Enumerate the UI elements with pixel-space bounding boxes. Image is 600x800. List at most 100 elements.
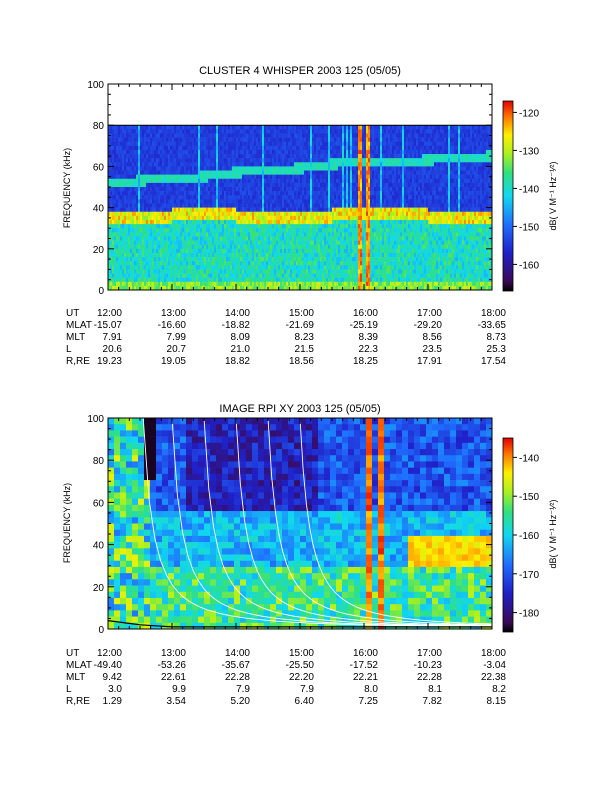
spectrogram-cell [212,191,215,196]
spectrogram-cell [302,141,305,147]
spectrogram-cell [110,224,113,229]
spectrogram-cell [218,191,221,196]
spectrogram-cell [222,261,225,266]
spectrogram-cell [250,257,253,262]
spectrogram-cell [236,207,239,213]
spectrogram-cell [110,211,113,217]
spectrogram-cell [282,141,285,147]
spectrogram-cell [142,261,145,266]
spectrogram-cell [162,277,165,283]
spectrogram-cell [138,178,141,184]
spectrogram-cell [312,158,315,163]
spectrogram-cell [196,273,199,278]
spectrogram-cell [140,137,143,142]
spectrogram-cell [116,273,119,278]
spectrogram-cell [308,178,311,184]
spectrogram-cell [152,207,155,213]
spectrogram-cell [164,277,167,283]
spectrogram-cell [186,261,189,266]
spectrogram-cell [114,149,117,155]
spectrogram-cell [282,244,285,250]
spectrogram-cell [286,277,289,283]
spectrogram-cell [282,203,285,208]
spectrogram-cell [118,219,121,225]
spectrogram-cell [288,228,291,233]
spectrogram-cell [226,273,229,278]
spectrogram-cell [338,248,341,254]
spectrogram-cell [200,232,203,237]
spectrogram-cell [162,224,165,229]
spectrogram-cell [196,232,199,237]
spectrogram-cell [352,211,355,217]
spectrogram-cell [196,199,199,204]
spectrogram-cell [162,141,165,147]
spectrogram-cell [158,137,161,142]
spectrogram-cell [274,191,277,196]
spectrogram-cell [144,145,147,151]
spectrogram-cell [258,166,261,171]
spectrogram-cell [238,236,241,241]
spectrogram-cell [322,269,325,274]
spectrogram-cell [294,244,297,250]
spectrogram-cell [164,182,167,188]
spectrogram-cell [262,228,265,233]
spectrogram-cell [254,162,257,167]
spectrogram-cell [298,125,301,130]
spectrogram-cell [320,145,323,151]
spectrogram-cell [268,219,271,225]
spectrogram-cell [342,277,345,283]
spectrogram-cell [114,269,117,274]
spectrogram-cell [124,215,127,221]
spectrogram-cell [114,228,117,233]
spectrogram-cell [186,199,189,204]
spectrogram-cell [164,203,167,208]
spectrogram-cell [170,248,173,254]
spectrogram-cell [218,187,221,192]
spectrogram-cell [136,195,139,200]
spectrogram-cell [244,211,247,217]
spectrogram-cell [272,191,275,196]
spectrogram-cell [118,265,121,270]
spectrogram-cell [112,252,115,258]
spectrogram-cell [284,195,287,200]
spectrogram-cell [286,265,289,270]
spectrogram-cell [206,137,209,142]
spectrogram-cell [340,252,343,258]
spectrogram-cell [346,248,349,254]
spectrogram-cell [292,149,295,155]
spectrogram-cell [242,277,245,283]
spectrogram-cell [212,219,215,225]
spectrogram-cell [280,281,283,287]
spectrogram-cell [234,248,237,254]
spectrogram-cell [120,211,123,217]
spectrogram-cell [284,257,287,262]
spectrogram-cell [278,228,281,233]
spectrogram-cell [352,219,355,225]
spectrogram-cell [264,232,267,237]
spectrogram-cell [120,232,123,237]
spectrogram-cell [158,125,161,130]
spectrogram-cell [250,125,253,130]
spectrogram-cell [218,277,221,283]
spectrogram-cell [124,244,127,250]
cluster-spectrogram [108,124,493,291]
spectrogram-cell [328,261,331,266]
spectrogram-cell [216,269,219,274]
spectrogram-cell [250,162,253,167]
spectrogram-cell [322,240,325,245]
spectrogram-cell [148,240,151,245]
spectrogram-cell [310,191,313,196]
spectrogram-cell [338,277,341,283]
spectrogram-cell [260,240,263,245]
spectrogram-cell [206,203,209,208]
spectrogram-cell [258,257,261,262]
spectrogram-cell [234,178,237,184]
spectrogram-cell [170,236,173,241]
spectrogram-cell [314,232,317,237]
spectrogram-cell [122,285,125,291]
spectrogram-cell [354,269,357,274]
spectrogram-cell [188,182,191,188]
spectrogram-cell [252,174,255,180]
spectrogram-cell [290,224,293,229]
